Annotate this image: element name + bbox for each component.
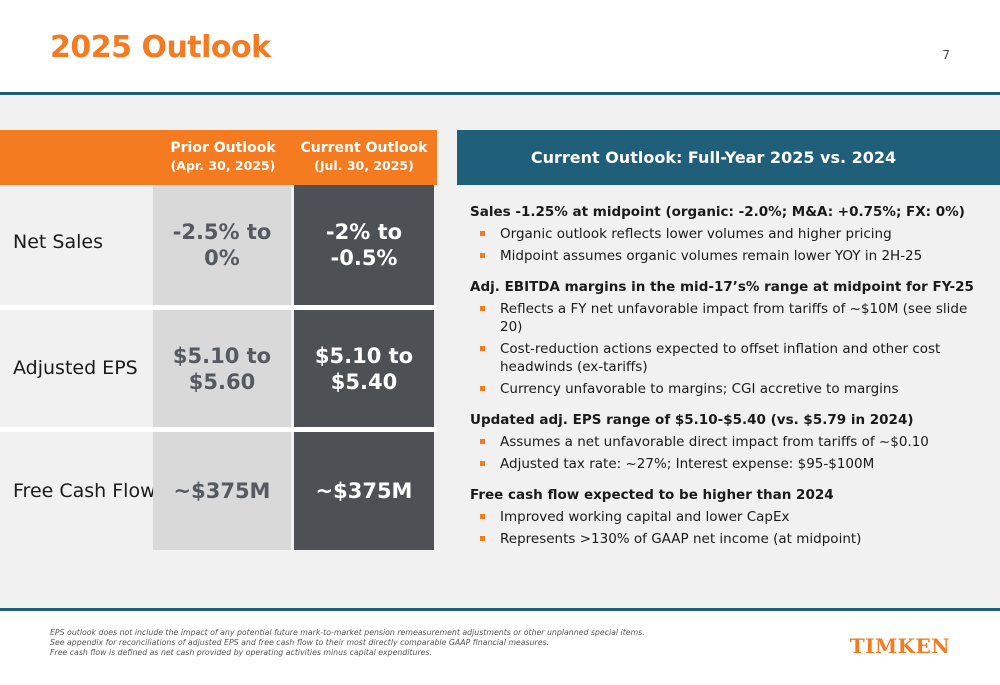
footnotes: EPS outlook does not include the impact … xyxy=(50,628,645,658)
bottom-divider xyxy=(0,608,1000,611)
row-label-free-cash-flow: Free Cash Flow xyxy=(13,480,156,502)
cell-text-line: ~$375M xyxy=(173,479,271,503)
bullet-list: Reflects a FY net unfavorable impact fro… xyxy=(470,300,990,398)
cell-prior-adjusted-eps: $5.10 to $5.60 xyxy=(153,310,291,427)
row-label-cell xyxy=(0,185,153,305)
outlook-panel-body: Sales -1.25% at midpoint (organic: -2.0%… xyxy=(470,203,990,552)
bullet-item: Represents >130% of GAAP net income (at … xyxy=(470,530,990,548)
cell-text-line: $5.10 to xyxy=(314,343,414,368)
cell-text-line: $5.60 xyxy=(188,369,256,394)
bullet-list: Organic outlook reflects lower volumes a… xyxy=(470,225,990,265)
cell-text-line: -2% to xyxy=(325,220,403,244)
row-label-net-sales: Net Sales xyxy=(13,231,103,253)
column-header-current: Current Outlook (Jul. 30, 2025) xyxy=(294,140,434,174)
column-header-prior: Prior Outlook (Apr. 30, 2025) xyxy=(153,140,293,174)
column-header-prior-date: (Apr. 30, 2025) xyxy=(170,158,276,173)
page-number: 7 xyxy=(942,48,950,62)
table-header-bar xyxy=(0,130,437,185)
column-header-prior-title: Prior Outlook xyxy=(170,140,276,156)
cell-current-free-cash-flow: ~$375M xyxy=(294,432,434,550)
cell-current-net-sales: -2% to -0.5% xyxy=(294,185,434,305)
section-heading-eps: Updated adj. EPS range of $5.10-$5.40 (v… xyxy=(470,412,914,428)
cell-text-line: $5.10 to xyxy=(172,343,272,368)
bullet-item: Assumes a net unfavorable direct impact … xyxy=(470,433,990,451)
section-heading-ebitda: Adj. EBITDA margins in the mid-17’s% ran… xyxy=(470,279,974,295)
cell-text-line: -2.5% to xyxy=(172,220,272,244)
row-label-adjusted-eps: Adjusted EPS xyxy=(13,357,138,379)
bullet-list: Assumes a net unfavorable direct impact … xyxy=(470,433,990,473)
row-label-cell xyxy=(0,432,153,550)
row-separator xyxy=(0,427,437,432)
footnote-line: See appendix for reconciliations of adju… xyxy=(50,638,550,647)
column-header-current-date: (Jul. 30, 2025) xyxy=(314,158,414,173)
timken-logo: TIMKEN xyxy=(849,634,950,658)
column-header-current-title: Current Outlook xyxy=(300,140,428,156)
section-heading-free-cash-flow: Free cash flow expected to be higher tha… xyxy=(470,487,834,503)
bullet-item: Improved working capital and lower CapEx xyxy=(470,508,990,526)
cell-text-line: -0.5% xyxy=(330,246,398,270)
outlook-panel-title: Current Outlook: Full-Year 2025 vs. 2024 xyxy=(530,148,897,167)
cell-prior-net-sales: -2.5% to 0% xyxy=(153,185,291,305)
row-separator xyxy=(0,305,437,310)
cell-prior-free-cash-flow: ~$375M xyxy=(153,432,291,550)
top-divider xyxy=(0,92,1000,95)
cell-text-line: $5.40 xyxy=(330,369,398,394)
row-label-cell xyxy=(0,310,153,427)
bullet-item: Organic outlook reflects lower volumes a… xyxy=(470,225,990,243)
bullet-item: Cost-reduction actions expected to offse… xyxy=(470,340,990,376)
section-heading-sales: Sales -1.25% at midpoint (organic: -2.0%… xyxy=(470,204,965,220)
cell-current-adjusted-eps: $5.10 to $5.40 xyxy=(294,310,434,427)
page-title: 2025 Outlook xyxy=(50,30,271,65)
bullet-list: Improved working capital and lower CapEx… xyxy=(470,508,990,548)
bullet-item: Currency unfavorable to margins; CGI acc… xyxy=(470,380,990,398)
footnote-line: EPS outlook does not include the impact … xyxy=(50,628,645,637)
footnote-line: Free cash flow is defined as net cash pr… xyxy=(50,648,433,657)
outlook-panel-header: Current Outlook: Full-Year 2025 vs. 2024 xyxy=(457,130,1000,185)
bullet-item: Midpoint assumes organic volumes remain … xyxy=(470,247,990,265)
cell-text-line: 0% xyxy=(204,246,240,270)
cell-text-line: ~$375M xyxy=(315,479,413,503)
bullet-item: Reflects a FY net unfavorable impact fro… xyxy=(470,300,990,336)
bullet-item: Adjusted tax rate: ~27%; Interest expens… xyxy=(470,455,990,473)
